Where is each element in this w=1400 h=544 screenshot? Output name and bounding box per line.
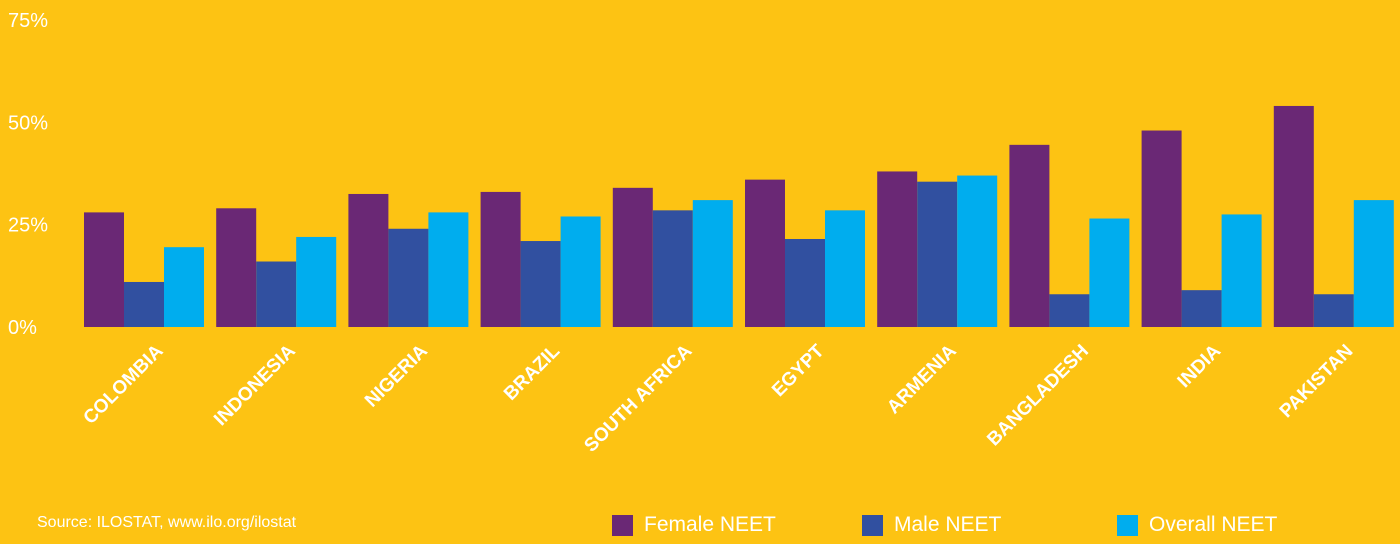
legend-label: Overall NEET	[1149, 513, 1278, 536]
x-category-label: EGYPT	[768, 340, 829, 401]
bar-overall-neet	[428, 212, 469, 327]
y-tick-label: 75%	[8, 10, 48, 32]
bar-chart-plot: 0% 25% 50% 75% COLOMBIA INDONESIA NIGERIA BRAZI…	[8, 10, 1394, 457]
x-category-label: PAKISTAN	[1276, 341, 1358, 423]
bar-overall-neet	[296, 236, 337, 327]
bar-male-neet	[256, 261, 297, 327]
bar-female-neet	[612, 187, 653, 327]
bar-female-neet	[216, 208, 257, 327]
x-category-label: COLOMBIA	[80, 340, 168, 428]
bar-overall-neet	[1089, 218, 1130, 327]
bar-male-neet	[652, 210, 693, 327]
bar-overall-neet	[692, 200, 733, 327]
bar-male-neet	[1049, 294, 1090, 327]
legend-item: Male NEET	[862, 512, 1001, 538]
bar-female-neet	[348, 193, 389, 327]
bar-female-neet	[877, 171, 918, 327]
bar-male-neet	[520, 241, 561, 327]
bar-female-neet	[1009, 144, 1050, 327]
x-category-label: INDONESIA	[210, 340, 300, 430]
legend-swatch	[1117, 514, 1138, 536]
legend-swatch	[612, 514, 633, 536]
bar-overall-neet	[560, 216, 601, 327]
legend-item: Overall NEET	[1117, 512, 1277, 538]
x-category-label: ARMENIA	[883, 340, 961, 418]
bar-overall-neet	[825, 210, 865, 327]
bar-male-neet	[917, 181, 958, 327]
bar-female-neet	[1273, 105, 1314, 328]
x-category-label: BANGLADESH	[983, 341, 1093, 451]
legend-label: Male NEET	[894, 513, 1002, 536]
bar-male-neet	[785, 238, 825, 327]
bar-female-neet	[745, 179, 785, 327]
bar-female-neet	[1141, 130, 1182, 327]
y-tick-label: 0%	[8, 317, 37, 339]
bar-female-neet	[480, 191, 521, 327]
bar-female-neet	[84, 212, 124, 327]
bar-male-neet	[1313, 294, 1354, 327]
bar-overall-neet	[164, 247, 204, 327]
bar-overall-neet	[957, 175, 998, 327]
y-tick-label: 25%	[8, 215, 48, 237]
bar-male-neet	[1181, 290, 1222, 327]
legend-item: Female NEET	[612, 512, 776, 538]
y-tick-label: 50%	[8, 112, 48, 134]
legend-label: Female NEET	[644, 513, 776, 536]
bar-male-neet	[388, 228, 429, 327]
bar-overall-neet	[1221, 214, 1262, 327]
x-category-label: INDIA	[1174, 340, 1226, 392]
legend-swatch	[862, 514, 883, 536]
x-category-label: NIGERIA	[361, 340, 432, 411]
bar-male-neet	[124, 281, 164, 327]
source-note: Source: ILOSTAT, www.ilo.org/ilostat	[37, 514, 297, 531]
x-category-label: SOUTH AFRICA	[580, 340, 696, 456]
x-category-label: BRAZIL	[500, 340, 564, 404]
bar-overall-neet	[1353, 200, 1394, 327]
